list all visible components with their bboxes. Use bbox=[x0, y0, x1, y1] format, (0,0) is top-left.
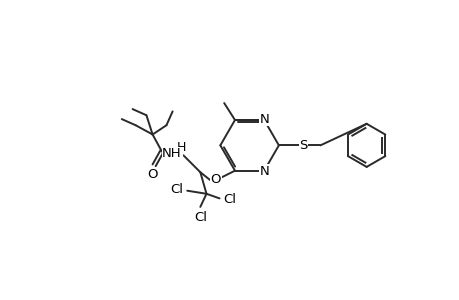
Text: O: O bbox=[210, 173, 220, 186]
Text: S: S bbox=[299, 139, 307, 152]
Text: Cl: Cl bbox=[170, 183, 183, 196]
Text: O: O bbox=[147, 168, 157, 182]
Text: NH: NH bbox=[162, 147, 181, 160]
Text: Cl: Cl bbox=[223, 194, 236, 206]
Text: N: N bbox=[259, 165, 269, 178]
Text: Cl: Cl bbox=[193, 211, 207, 224]
Text: N: N bbox=[259, 113, 269, 126]
Text: H: H bbox=[177, 141, 186, 154]
